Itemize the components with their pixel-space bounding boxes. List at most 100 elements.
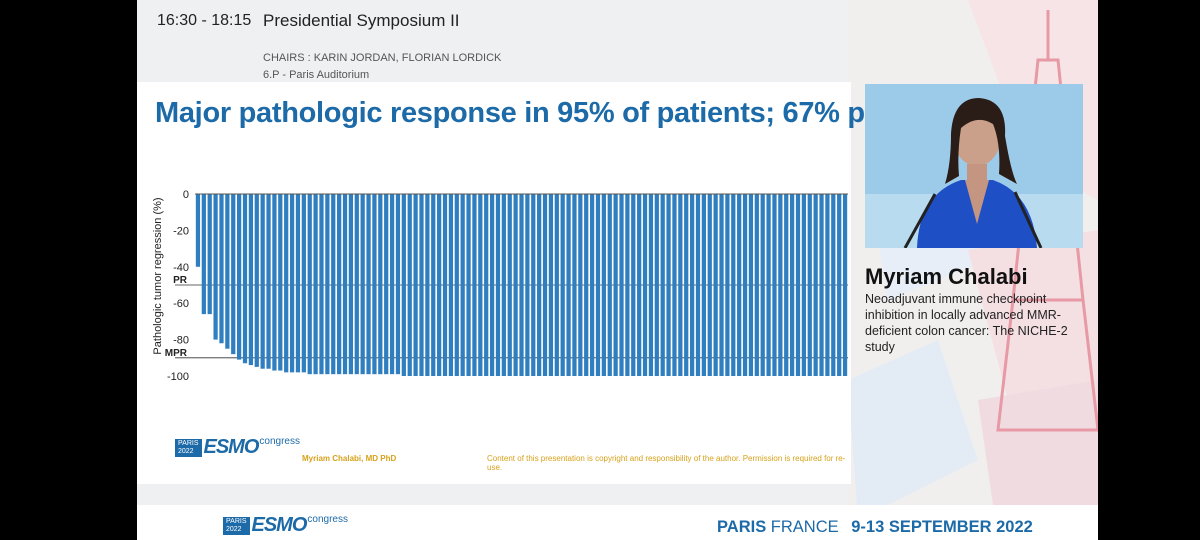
bar: [389, 194, 395, 375]
bar: [254, 194, 259, 367]
bar: [284, 194, 289, 373]
bar: [642, 194, 648, 376]
reference-line-label: PR: [173, 275, 188, 286]
bar: [648, 194, 654, 376]
bar: [307, 194, 312, 375]
event-country: FRANCE: [770, 518, 839, 536]
slide-title: Major pathologic response in 95% of pati…: [155, 97, 907, 129]
bar: [260, 194, 265, 369]
bar: [654, 194, 659, 376]
bar: [348, 194, 354, 375]
bar: [384, 194, 389, 375]
bar: [501, 194, 506, 376]
bar: [719, 194, 724, 376]
bar: [548, 194, 554, 376]
bar: [672, 194, 677, 376]
bar: [831, 194, 836, 376]
bar: [737, 194, 742, 376]
bar: [295, 194, 301, 373]
bar: [489, 194, 495, 376]
speaker-image: [865, 84, 1083, 248]
event-esmo-logo: PARIS 2022 ESMOcongress: [223, 514, 348, 537]
bar: [789, 194, 795, 376]
session-title: Presidential Symposium II: [263, 11, 460, 30]
bar: [513, 194, 518, 376]
bar: [713, 194, 718, 376]
bar: [342, 194, 348, 375]
bar: [219, 194, 224, 344]
bar: [478, 194, 483, 376]
session-chairs: CHAIRS : KARIN JORDAN, FLORIAN LORDICK: [263, 52, 502, 64]
bar: [237, 194, 242, 360]
event-dates: 9-13 SEPTEMBER 2022: [851, 518, 1033, 536]
bars: [195, 193, 848, 376]
presentation-frame: 16:30 - 18:15 Presidential Symposium II …: [137, 0, 1098, 540]
bar: [772, 194, 777, 376]
bar: [225, 194, 230, 349]
bar: [242, 194, 248, 364]
bar: [360, 194, 365, 375]
bar: [595, 194, 601, 376]
bar: [778, 194, 783, 376]
bar: [372, 194, 377, 375]
bar: [584, 194, 589, 376]
bar: [278, 194, 283, 371]
bar: [354, 194, 359, 375]
speaker-video: [865, 84, 1083, 248]
bar: [425, 194, 430, 376]
bar: [213, 194, 218, 340]
bar: [707, 194, 712, 376]
bar: [760, 194, 765, 376]
bar: [337, 194, 342, 375]
bar: [842, 194, 848, 376]
bar: [301, 194, 306, 373]
bar: [689, 194, 695, 376]
bar: [472, 194, 477, 376]
bar: [313, 194, 318, 375]
logo-city-badge: PARIS 2022: [175, 438, 202, 457]
y-tick-label: -40: [173, 262, 189, 274]
event-info: PARIS FRANCE 9-13 SEPTEMBER 2022: [717, 518, 1033, 537]
bar: [289, 194, 295, 373]
bar: [572, 194, 577, 376]
y-tick-label: -100: [167, 371, 189, 382]
bar: [684, 194, 689, 376]
y-tick-label: -80: [173, 335, 189, 347]
bar: [407, 194, 412, 376]
bar: [366, 194, 371, 375]
bar: [542, 194, 548, 376]
bar: [613, 194, 618, 376]
event-logo-city-badge: PARIS 2022: [223, 516, 250, 535]
bar: [607, 194, 612, 376]
bar: [519, 194, 524, 376]
bar: [419, 194, 424, 376]
bar: [660, 194, 665, 376]
bar: [825, 194, 830, 376]
reference-line-label: MPR: [165, 348, 188, 359]
y-tick-label: -20: [173, 225, 189, 237]
bar: [331, 194, 336, 375]
bar: [207, 194, 212, 315]
bar: [801, 194, 806, 376]
logo-brand: ESMO: [203, 436, 260, 458]
bar: [454, 194, 459, 376]
bar: [701, 194, 706, 376]
bar: [554, 194, 559, 376]
bar: [248, 194, 254, 366]
bar: [401, 194, 406, 376]
y-axis-label: Pathologic tumor regression (%): [152, 197, 164, 354]
bar: [431, 194, 436, 376]
bar: [507, 194, 512, 376]
bar: [795, 194, 801, 376]
bar: [725, 194, 730, 376]
bar: [495, 194, 501, 376]
bar: [754, 194, 759, 376]
bar: [589, 194, 595, 376]
bar: [666, 194, 671, 376]
bar: [325, 194, 330, 375]
bar: [695, 194, 701, 376]
bar: [231, 194, 236, 355]
bar: [378, 194, 383, 375]
event-city: PARIS: [717, 518, 767, 536]
bar: [678, 194, 683, 376]
